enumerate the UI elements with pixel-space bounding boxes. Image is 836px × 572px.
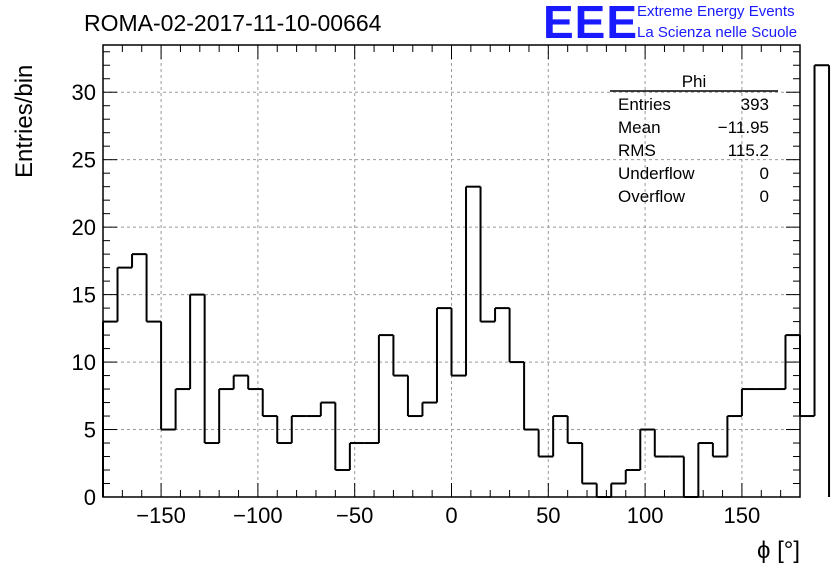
- stats-value: 0: [760, 164, 769, 183]
- y-tick-label: 20: [72, 215, 96, 240]
- stats-label: Mean: [618, 118, 661, 137]
- grid: [103, 45, 800, 497]
- stats-value: 0: [760, 187, 769, 206]
- stats-title: Phi: [682, 72, 707, 91]
- histogram-series: [102, 64, 831, 498]
- stats-value: 393: [741, 95, 769, 114]
- x-axis-label: ϕ [°]: [757, 537, 800, 564]
- stats-label: Entries: [618, 95, 671, 114]
- stats-label: Underflow: [618, 164, 695, 183]
- stats-label: Overflow: [618, 187, 686, 206]
- x-tick-label: −150: [136, 503, 186, 528]
- tick-labels: −150 −100 −50 0 50 100 150 0 5 10 15 20 25 30: [72, 80, 761, 528]
- logo-line-1: Extreme Energy Events: [637, 3, 795, 20]
- stats-box: Phi Entries 393 Mean −11.95 RMS 115.2 Underflo…: [610, 72, 778, 206]
- y-tick-label: 30: [72, 80, 96, 105]
- y-tick-label: 10: [72, 350, 96, 375]
- x-tick-label: −100: [233, 503, 283, 528]
- y-tick-label: 25: [72, 148, 96, 173]
- chart-title: ROMA-02-2017-11-10-00664: [84, 10, 382, 36]
- stats-rows: Entries 393 Mean −11.95 RMS 115.2 Underflow 0 Ov…: [618, 95, 769, 206]
- x-tick-label: 50: [536, 503, 560, 528]
- stats-value: −11.95: [718, 118, 769, 137]
- x-tick-label: 100: [627, 503, 664, 528]
- eee-logo: EEE: [543, 0, 639, 48]
- y-tick-label: 5: [84, 418, 96, 443]
- x-tick-label: 0: [445, 503, 457, 528]
- ticks: [102, 45, 801, 498]
- x-tick-label: 150: [724, 503, 761, 528]
- logo-line-2: La Scienza nelle Scuole: [637, 24, 798, 41]
- x-tick-label: −50: [336, 503, 373, 528]
- y-tick-label: 15: [72, 283, 96, 308]
- y-tick-label: 0: [84, 485, 96, 510]
- stats-value: 115.2: [728, 141, 769, 160]
- y-axis-label: Entries/bin: [11, 65, 38, 178]
- stats-label: RMS: [618, 141, 656, 160]
